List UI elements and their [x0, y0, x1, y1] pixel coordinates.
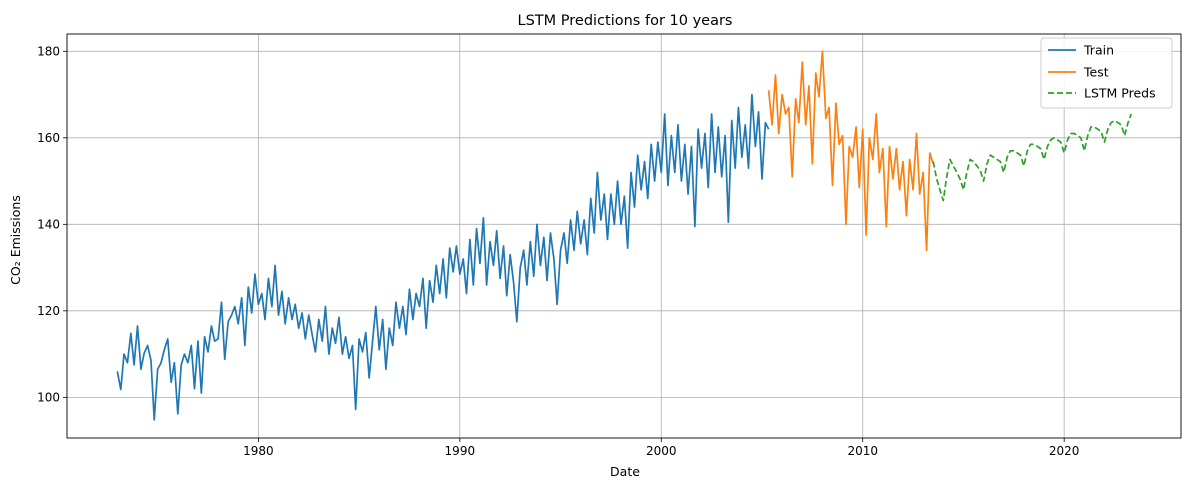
axis-ticks: 1980 1990 2000 2010 2020 100 120 140 160 180 — [37, 44, 1079, 458]
series-line-lstm-preds — [932, 113, 1133, 202]
x-tick-label: 2000 — [646, 444, 677, 458]
x-axis-label: Date — [610, 464, 640, 479]
legend-label-test: Test — [1083, 65, 1109, 80]
series-line-train — [116, 93, 770, 421]
legend-label-train: Train — [1083, 43, 1114, 58]
legend-box — [1040, 37, 1173, 109]
y-tick-label: 160 — [37, 131, 60, 145]
series-lines — [116, 50, 1133, 421]
plot-frame — [66, 33, 1182, 439]
legend-label-lstm-preds: LSTM Preds — [1084, 86, 1156, 101]
x-tick-label: 2010 — [847, 444, 878, 458]
y-tick-label: 120 — [37, 304, 60, 318]
y-axis-label: CO₂ Emissions — [8, 195, 23, 285]
y-tick-label: 180 — [37, 44, 60, 58]
series-line-test — [767, 50, 935, 252]
x-tick-label: 1990 — [445, 444, 476, 458]
chart-title: LSTM Predictions for 10 years — [518, 13, 733, 29]
y-tick-label: 140 — [37, 217, 60, 231]
x-tick-label: 1980 — [243, 444, 274, 458]
y-tick-label: 100 — [37, 390, 60, 404]
x-tick-label: 2020 — [1049, 444, 1080, 458]
legend: Train Test LSTM Preds — [1040, 37, 1173, 109]
